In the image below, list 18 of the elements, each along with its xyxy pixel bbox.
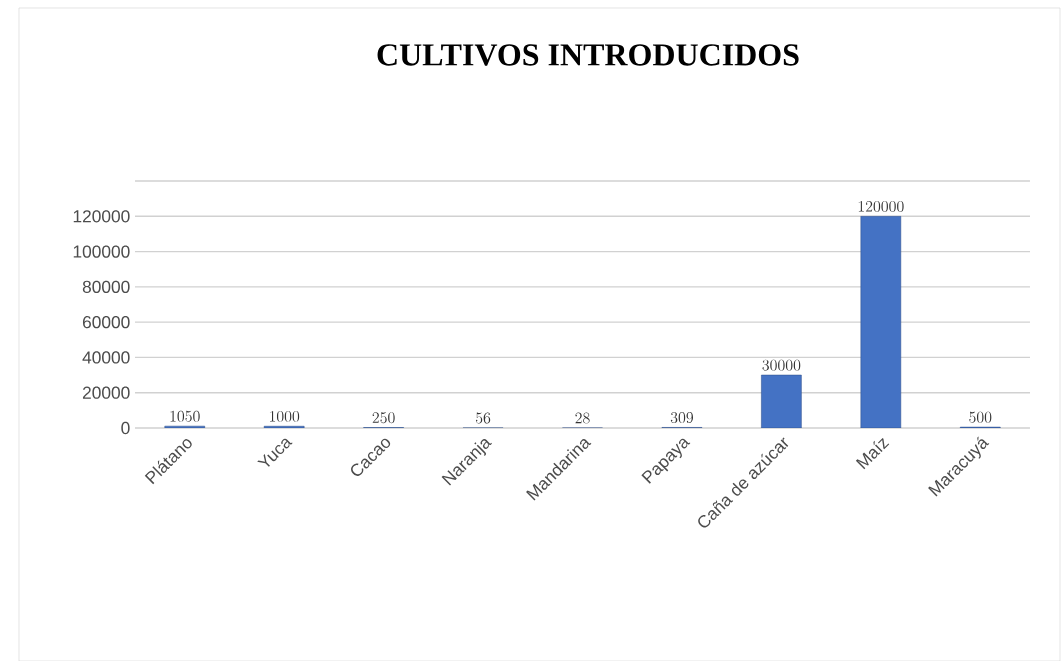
data-label: 120000: [858, 200, 904, 212]
data-label: 250: [372, 412, 395, 424]
data-label: 309: [670, 411, 694, 423]
y-tick-label: 100000: [73, 245, 130, 258]
data-label: 28: [575, 412, 590, 424]
y-tick-label: 0: [121, 421, 130, 435]
data-label: 1000: [269, 410, 300, 422]
y-tick-label: 60000: [82, 315, 130, 329]
y-tick-label: 20000: [82, 386, 130, 399]
x-tick-label: Yuca: [257, 438, 293, 467]
data-label: 56: [475, 412, 491, 424]
y-tick-label: 40000: [82, 351, 130, 364]
data-label: 500: [969, 411, 992, 423]
data-label: 30000: [762, 359, 801, 371]
y-tick-label: 80000: [82, 280, 130, 293]
y-tick-label: 120000: [73, 210, 130, 223]
chart-title: CULTIVOS INTRODUCIDOS: [377, 44, 799, 66]
data-label: 1050: [170, 410, 200, 422]
